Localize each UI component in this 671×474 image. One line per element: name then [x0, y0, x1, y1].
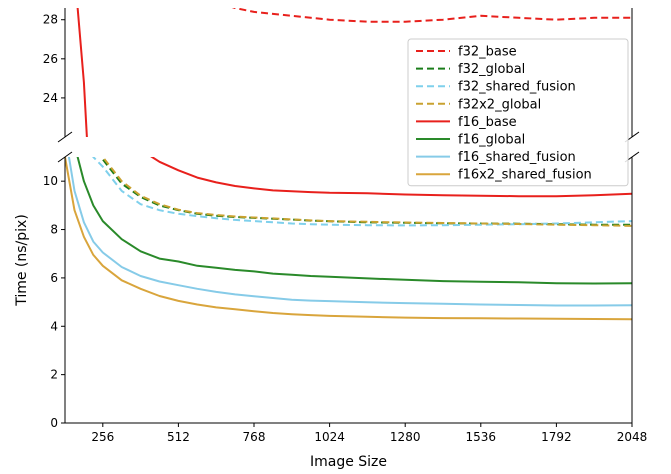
legend-box: [407, 38, 629, 187]
series-line-f16_base-lower: [150, 157, 632, 198]
upper-plot-panel: [65, 8, 632, 473]
series-line-f16_global-lower: [76, 157, 632, 285]
x-tick-label: 512: [167, 430, 190, 444]
legend: f32_base f32_global f32_shared_fusion f32x2…: [407, 38, 629, 187]
legend-label-f32x2_global: f32x2_global: [458, 97, 541, 112]
series-line-f32_shared_fusion-lower: [92, 157, 632, 227]
y-tick-label-lower: 0: [50, 416, 58, 430]
x-tick-label: 256: [91, 430, 114, 444]
legend-label-f32_shared_fusion: f32_shared_fusion: [458, 80, 576, 95]
x-tick-label: 768: [243, 430, 266, 444]
y-tick-label-upper: 26: [43, 52, 58, 66]
x-tick-label: 1280: [390, 430, 421, 444]
legend-label-f32_global: f32_global: [458, 62, 525, 77]
y-tick-label-lower: 8: [50, 223, 58, 237]
break-mark: [57, 151, 73, 163]
series-line-f16_shared_fusion-lower: [67, 157, 632, 307]
series-line-f32_base-upper: [231, 8, 632, 23]
legend-label-f16_base: f16_base: [458, 115, 517, 130]
x-tick-label: 1024: [314, 430, 345, 444]
legend-label-f16_shared_fusion: f16_shared_fusion: [458, 150, 576, 165]
series-line-f16_shared_fusion-upper: [65, 333, 632, 473]
lower-plot-panel: [65, 157, 632, 321]
y-axis-label: Time (ns/pix): [14, 214, 30, 307]
legend-label-f16_global: f16_global: [458, 133, 525, 148]
series-line-f16x2_shared_fusion-lower: [65, 157, 632, 321]
y-tick-label-lower: 4: [50, 319, 58, 333]
series-line-f32x2_global-lower: [101, 157, 632, 227]
legend-label-f32_base: f32_base: [458, 45, 517, 60]
y-tick-label-lower: 6: [50, 271, 58, 285]
x-tick-label: 2048: [617, 430, 648, 444]
y-tick-label-upper: 28: [43, 13, 58, 27]
x-tick-label: 1536: [466, 430, 497, 444]
legend-label-f16x2_shared_fusion: f16x2_shared_fusion: [458, 168, 592, 183]
x-axis-label: Image Size: [310, 454, 387, 470]
series-line-f32_global-upper: [65, 235, 632, 407]
y-tick-label-upper: 24: [43, 91, 58, 105]
x-tick-label: 1792: [541, 430, 572, 444]
break-mark: [57, 131, 73, 143]
y-tick-label-lower: 10: [43, 174, 58, 188]
y-tick-label-lower: 2: [50, 368, 58, 382]
